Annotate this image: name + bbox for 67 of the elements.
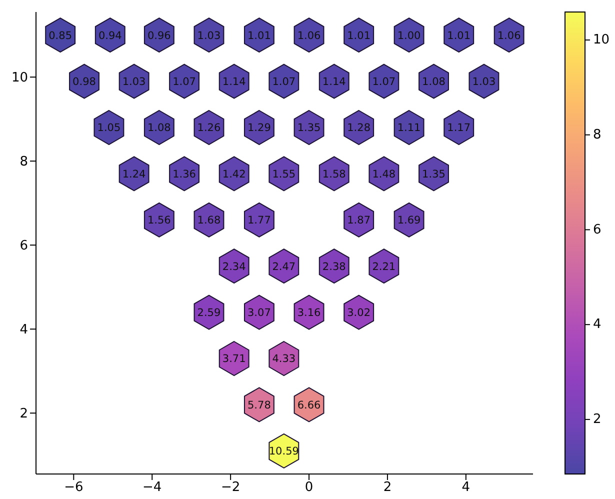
annotation: 3.02: [347, 307, 371, 320]
annotation: 1.05: [97, 122, 121, 134]
annotation: 1.28: [347, 122, 371, 134]
annotation: 1.77: [248, 214, 271, 227]
annotation: 1.17: [447, 122, 471, 134]
color-bar-label: 6: [593, 222, 602, 238]
annotation: 2.47: [272, 260, 296, 273]
color-bar-label: 10: [593, 32, 610, 48]
annotation: 1.07: [172, 76, 196, 88]
annotation: 1.14: [322, 76, 346, 88]
annotation: 1.48: [372, 168, 396, 180]
y-tick-label: 8: [20, 154, 28, 170]
y-tick-label: 4: [20, 322, 28, 338]
x-tick-label: 0: [304, 480, 314, 496]
annotation: 3.07: [248, 307, 271, 320]
annotation: 0.98: [72, 76, 96, 88]
annotation: 1.07: [272, 76, 296, 88]
y-tick-label: 6: [20, 238, 28, 254]
color-bar-label: 4: [593, 317, 602, 332]
color-bar-label: 2: [593, 412, 602, 428]
y-tick-label: 10: [11, 70, 28, 86]
annotation: 2.34: [222, 260, 246, 273]
annotation: 1.11: [397, 122, 421, 134]
annotation: 1.06: [497, 30, 522, 42]
annotation: 1.00: [397, 30, 421, 42]
annotation: 2.38: [322, 260, 346, 273]
annotation: 0.96: [147, 30, 172, 42]
annotation: 2.59: [197, 307, 221, 320]
annotation: 1.87: [347, 214, 371, 227]
annotation: 1.35: [297, 122, 321, 134]
annotation: 1.01: [447, 30, 471, 42]
annotation: 1.26: [197, 122, 221, 134]
annotation: 1.35: [422, 168, 446, 180]
x-tick-label: −6: [64, 480, 84, 496]
x-tick-label: −4: [142, 480, 162, 496]
x-tick-label: 2: [383, 480, 392, 496]
annotation: 1.55: [272, 168, 296, 180]
annotation: 1.24: [122, 168, 146, 180]
annotation: 1.42: [222, 168, 246, 180]
annotation: 1.01: [347, 30, 371, 42]
annotation: 1.06: [297, 30, 322, 42]
annotation: 1.69: [397, 214, 421, 227]
annotation: 1.03: [472, 76, 496, 88]
annotation: 0.85: [48, 30, 72, 42]
annotation: 1.01: [248, 30, 271, 42]
annotation: 3.71: [222, 353, 246, 366]
annotation: 0.94: [98, 30, 122, 42]
annotation: 1.68: [197, 214, 221, 227]
annotation: 1.03: [197, 30, 221, 42]
annotation: 1.03: [122, 76, 146, 88]
x-tick-label: −2: [220, 480, 240, 496]
annotation: 1.56: [147, 214, 172, 227]
annotation: 1.14: [222, 76, 246, 88]
annotation: 5.78: [248, 399, 271, 412]
annotation: 6.66: [297, 399, 322, 412]
y-tick-label: 2: [20, 406, 28, 422]
annotation: 1.29: [248, 122, 271, 134]
color-bar-label: 8: [593, 127, 602, 142]
annotation: 1.08: [422, 76, 446, 88]
annotation: 1.08: [147, 122, 171, 134]
annotation: 1.07: [372, 76, 396, 88]
annotation: 1.58: [322, 168, 346, 180]
annotation: 4.33: [272, 353, 296, 366]
x-tick-label: 4: [462, 480, 470, 496]
annotation: 1.36: [172, 168, 196, 180]
annotation: 3.16: [297, 307, 322, 320]
annotation: 2.21: [372, 260, 396, 273]
